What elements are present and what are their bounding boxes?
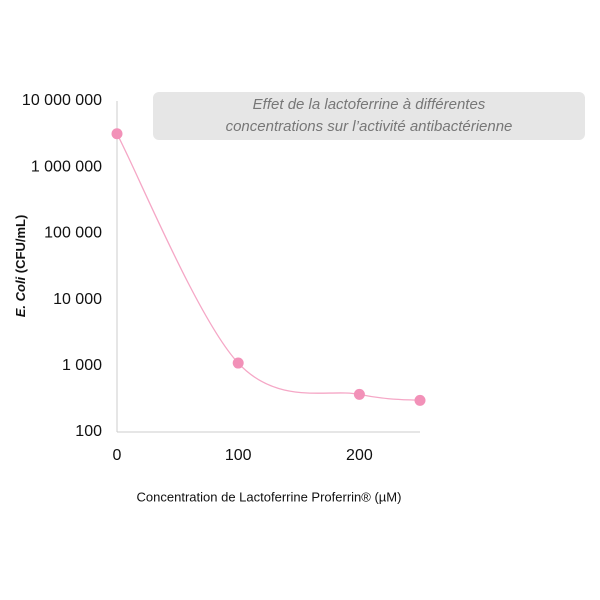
chart-title: concentrations sur l’activité antibactér… — [226, 118, 513, 135]
y-tick-label: 1 000 000 — [31, 158, 102, 175]
y-tick-label: 10 000 000 — [22, 92, 102, 109]
x-tick-label: 0 — [113, 447, 122, 464]
chart-title: Effet de la lactoferrine à différentes — [253, 96, 486, 113]
x-tick-label: 100 — [225, 447, 252, 464]
line — [116, 133, 421, 402]
y-tick-label: 100 000 — [44, 225, 102, 242]
y-axis-label: E. Coli (CFU/mL) — [13, 215, 28, 318]
point — [414, 394, 426, 406]
y-tick-label: 100 — [75, 423, 102, 440]
y-axis-label-unit: (CFU/mL) — [13, 215, 28, 274]
title-box — [153, 92, 585, 140]
point — [232, 357, 244, 369]
point — [111, 128, 123, 140]
x-tick-label: 200 — [346, 447, 373, 464]
x-axis-label: Concentration de Lactoferrine Proferrin®… — [137, 489, 402, 504]
y-tick-label: 10 000 — [53, 291, 102, 308]
y-axis-label-italic: E. Coli — [13, 276, 28, 317]
point — [353, 388, 365, 400]
y-tick-label: 1 000 — [62, 357, 102, 374]
